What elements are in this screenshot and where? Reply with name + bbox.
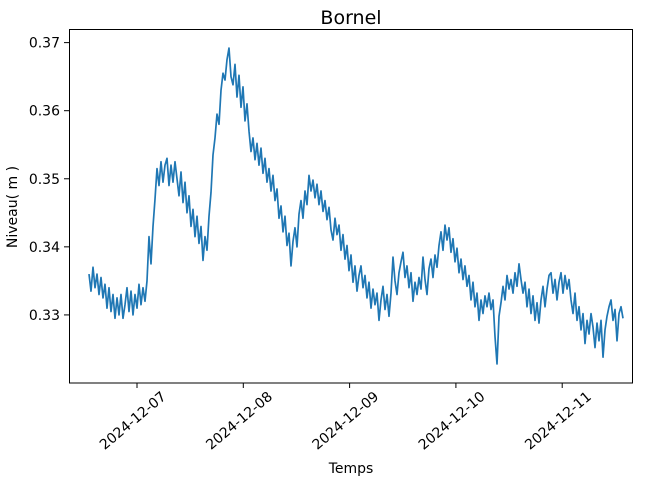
y-tick-label: 0.34 — [29, 240, 60, 256]
y-axis-label: Niveau( m ) — [5, 166, 21, 248]
y-tick-label: 0.33 — [29, 308, 60, 324]
plot-area — [69, 29, 633, 384]
x-tick-label: 2024-12-09 — [310, 389, 383, 454]
chart-title: Bornel — [320, 7, 381, 29]
y-tick-label: 0.37 — [29, 36, 60, 52]
y-tick-label: 0.35 — [29, 172, 60, 188]
y-tick-label: 0.36 — [29, 104, 60, 120]
x-tick-label: 2024-12-08 — [203, 389, 276, 454]
niveau-series-line — [88, 47, 624, 365]
x-tick-label: 2024-12-10 — [416, 389, 489, 454]
x-axis-label: Temps — [328, 461, 374, 477]
y-axis-ticks: 0.33 0.34 0.35 0.36 0.37 — [29, 36, 69, 324]
x-axis-ticks: 2024-12-07 2024-12-08 2024-12-09 2024-12-10… — [97, 383, 595, 453]
x-tick-label: 2024-12-07 — [97, 389, 170, 454]
x-tick-label: 2024-12-11 — [522, 389, 595, 454]
